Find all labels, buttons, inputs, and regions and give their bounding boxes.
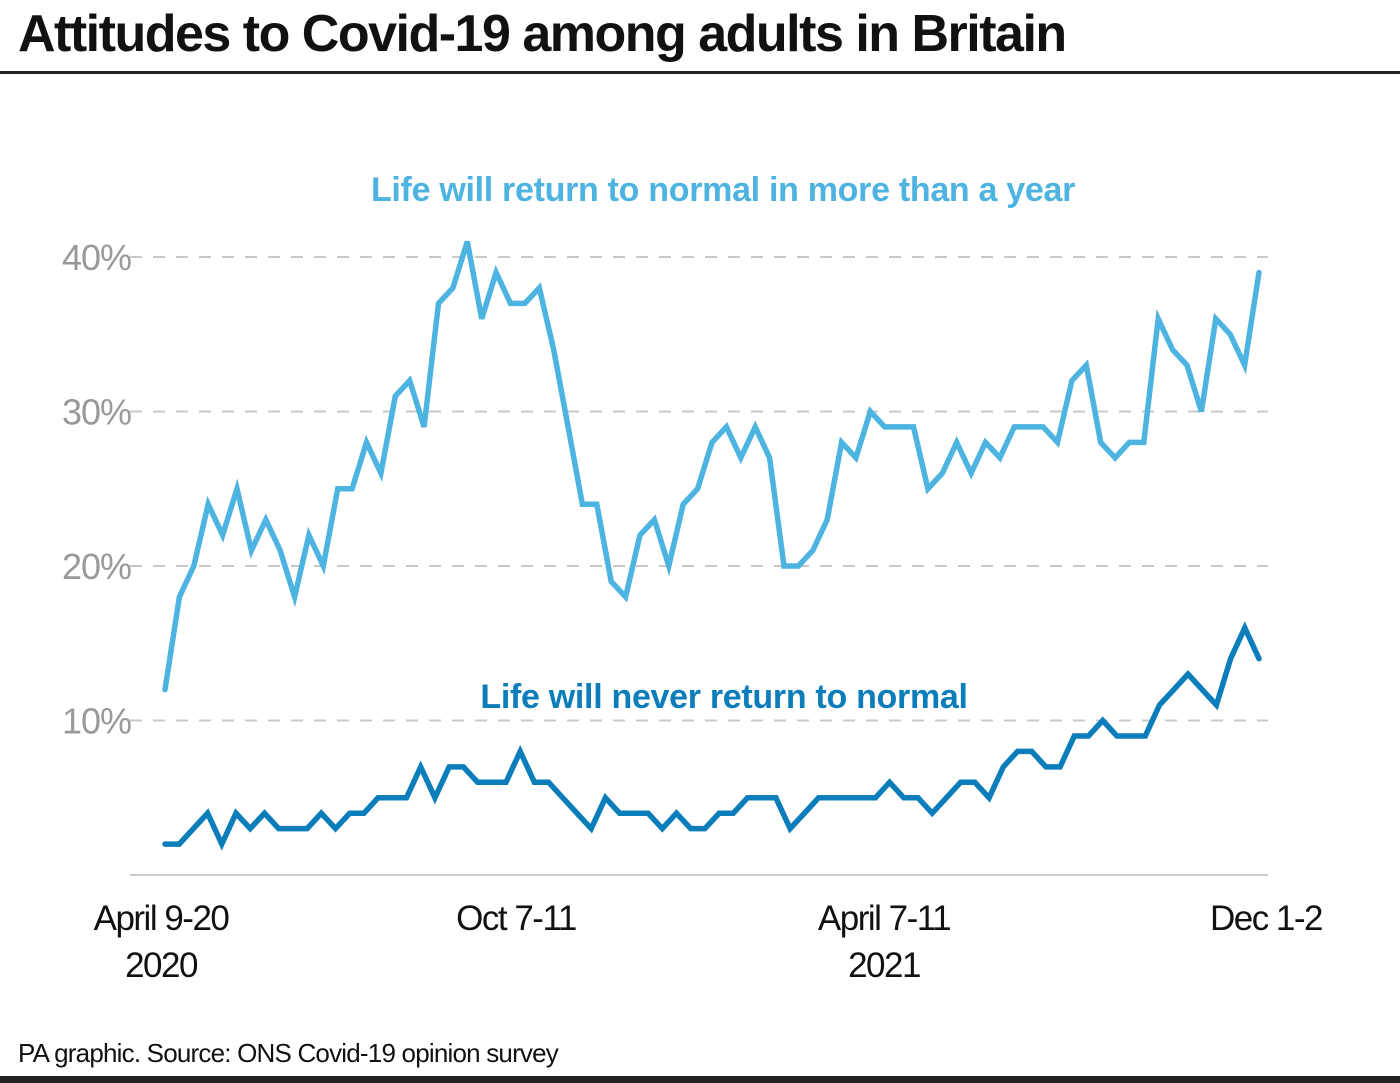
y-axis-labels: 10% 20% 30% 40% (62, 237, 132, 742)
y-tick-label: 20% (62, 546, 131, 587)
title-divider (0, 71, 1400, 74)
x-tick-label: Oct 7-11 (456, 899, 576, 938)
x-tick-label: Dec 1-2 (1210, 899, 1322, 938)
footer-bar (0, 1076, 1400, 1083)
x-tick-label: 2020 (125, 946, 198, 985)
series-label-more-than-a-year: Life will return to normal in more than … (371, 171, 1075, 209)
x-tick-label: April 7-11 (818, 899, 950, 938)
gridlines (130, 256, 1268, 722)
chart-title: Attitudes to Covid-19 among adults in Br… (18, 5, 1067, 63)
source-credit: PA graphic. Source: ONS Covid-19 opinion… (18, 1038, 559, 1068)
y-tick-label: 30% (62, 392, 131, 433)
series-lines (162, 240, 1262, 851)
x-tick-label: April 9-20 (94, 899, 230, 938)
series-label-never-return: Life will never return to normal (480, 678, 967, 716)
series-line-more-than-a-year (162, 240, 1262, 693)
x-tick-label: 2021 (848, 946, 920, 985)
series-line-never-return (162, 621, 1262, 851)
x-axis-labels: April 9-20 2020 Oct 7-11 April 7-11 2021 Dec … (94, 899, 1324, 985)
y-tick-label: 40% (62, 237, 131, 278)
y-tick-label: 10% (62, 701, 131, 742)
